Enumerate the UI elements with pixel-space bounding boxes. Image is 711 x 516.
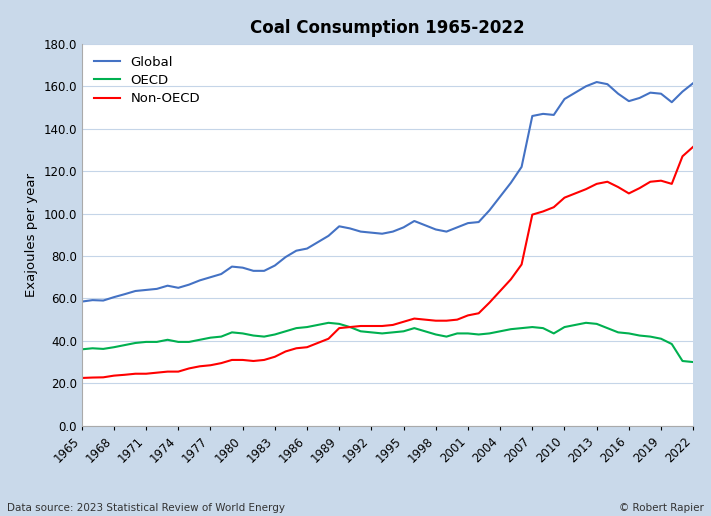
Global bbox=[77, 298, 86, 304]
Global bbox=[228, 264, 236, 270]
Non-OECD bbox=[592, 181, 601, 187]
Text: © Robert Rapier: © Robert Rapier bbox=[619, 504, 704, 513]
Non-OECD bbox=[217, 360, 225, 366]
OECD bbox=[496, 328, 504, 334]
Legend: Global, OECD, Non-OECD: Global, OECD, Non-OECD bbox=[88, 51, 205, 110]
OECD bbox=[77, 346, 86, 352]
Non-OECD bbox=[689, 143, 697, 150]
OECD bbox=[217, 333, 225, 340]
Global bbox=[528, 113, 537, 119]
OECD bbox=[539, 325, 547, 331]
Global bbox=[485, 207, 493, 214]
Title: Coal Consumption 1965-2022: Coal Consumption 1965-2022 bbox=[250, 19, 525, 37]
Line: Non-OECD: Non-OECD bbox=[82, 147, 693, 378]
OECD bbox=[603, 325, 611, 331]
Non-OECD bbox=[77, 375, 86, 381]
Line: OECD: OECD bbox=[82, 323, 693, 362]
Line: Global: Global bbox=[82, 82, 693, 301]
Text: Data source: 2023 Statistical Review of World Energy: Data source: 2023 Statistical Review of … bbox=[7, 504, 285, 513]
OECD bbox=[324, 320, 333, 326]
Non-OECD bbox=[228, 357, 236, 363]
Non-OECD bbox=[485, 300, 493, 306]
Y-axis label: Exajoules per year: Exajoules per year bbox=[25, 173, 38, 297]
Global bbox=[592, 79, 601, 85]
Global bbox=[668, 99, 676, 105]
Non-OECD bbox=[528, 212, 537, 218]
OECD bbox=[689, 359, 697, 365]
OECD bbox=[668, 341, 676, 347]
Non-OECD bbox=[668, 181, 676, 187]
OECD bbox=[228, 329, 236, 335]
Global bbox=[603, 81, 611, 87]
Global bbox=[689, 80, 697, 86]
Global bbox=[217, 271, 225, 277]
